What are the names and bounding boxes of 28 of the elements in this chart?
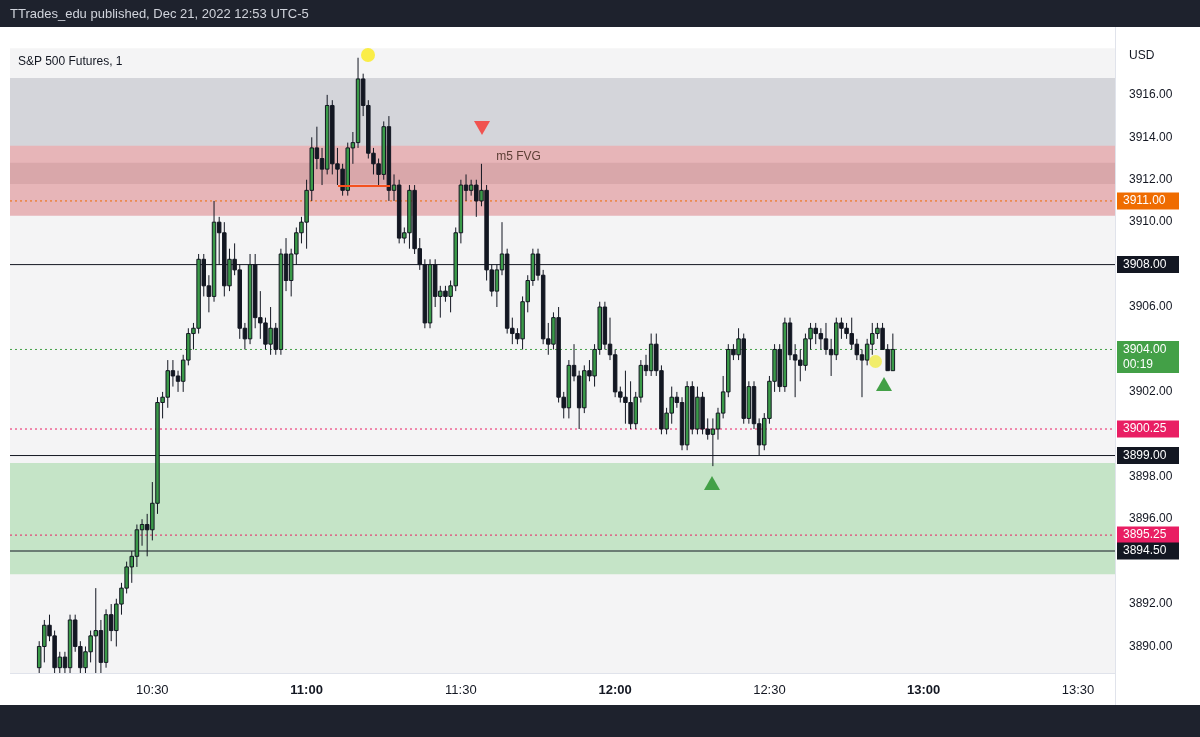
text: S&P 500 Futures, 1 bbox=[18, 53, 123, 68]
y-tick-label: 3898.00 bbox=[1129, 469, 1173, 484]
x-tick-label: 11:30 bbox=[445, 682, 477, 698]
y-tick-label: 3910.00 bbox=[1129, 214, 1173, 229]
x-tick-label: 10:30 bbox=[136, 682, 169, 698]
x-tick-label: 13:00 bbox=[907, 682, 941, 698]
x-tick-label: 12:30 bbox=[753, 682, 786, 698]
ref-line-label: 3904.00 00:19 bbox=[1123, 341, 1167, 371]
ref-line-label: 3900.25 bbox=[1123, 421, 1167, 436]
ref-line-label: 3894.50 bbox=[1123, 543, 1167, 558]
ref-line-label: 3908.00 bbox=[1123, 256, 1167, 271]
ref-line-label: 3895.25 bbox=[1123, 527, 1167, 542]
y-tick-label: 3896.00 bbox=[1129, 511, 1173, 526]
text: TTrades_edu published, Dec 21, 2022 12:53 UTC-5 bbox=[9, 5, 310, 23]
y-tick-label: 3892.00 bbox=[1129, 596, 1173, 611]
ref-line-label: 3911.00 bbox=[1123, 193, 1166, 208]
y-axis-title: USD bbox=[1129, 47, 1155, 62]
x-tick-label: 11:00 bbox=[290, 682, 323, 698]
x-tick-label: 12:00 bbox=[598, 682, 632, 698]
ref-line-label: 3899.00 bbox=[1123, 447, 1167, 462]
x-tick-label: 13:30 bbox=[1061, 682, 1095, 698]
y-tick-label: 3890.00 bbox=[1129, 638, 1173, 653]
y-tick-label: 3902.00 bbox=[1129, 384, 1173, 399]
y-tick-label: 3906.00 bbox=[1129, 299, 1173, 314]
y-tick-label: 3914.00 bbox=[1129, 129, 1173, 144]
y-tick-label: 3912.00 bbox=[1129, 172, 1173, 187]
band-label: m5 FVG bbox=[496, 149, 541, 164]
y-tick-label: 3916.00 bbox=[1129, 87, 1173, 102]
